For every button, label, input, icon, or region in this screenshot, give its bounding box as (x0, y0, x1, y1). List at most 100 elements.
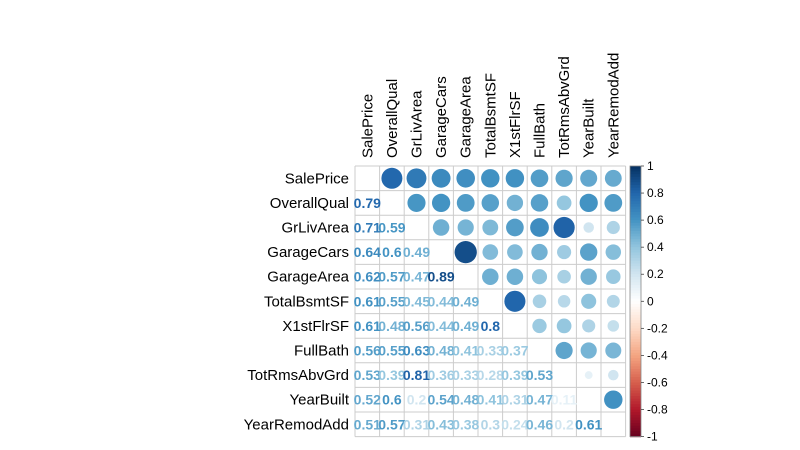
corr-circle-GarageArea-TotalBsmtSF (482, 268, 499, 285)
colorbar-tick-label: -1 (647, 430, 658, 444)
colorbar-segment (630, 404, 641, 408)
corr-circle-OverallQual-TotalBsmtSF (481, 194, 500, 212)
colorbar-segment (630, 368, 641, 373)
corr-circle-OverallQual-GarageArea (456, 193, 475, 212)
row-label-FullBath: FullBath (294, 343, 349, 360)
corr-value-YearRemodAdd-GarageArea: 0.38 (452, 416, 479, 432)
corr-value-FullBath-TotalBsmtSF: 0.33 (477, 343, 504, 359)
colorbar-segment (630, 355, 641, 359)
corr-circle-TotalBsmtSF-X1stFlrSF (504, 290, 526, 312)
colorbar-segment (630, 331, 641, 335)
corr-circle-TotalBsmtSF-YearRemodAdd (606, 294, 620, 308)
colorbar-tick-label: -0.8 (647, 403, 668, 417)
corr-value-GarageArea-GarageCars: 0.89 (427, 269, 454, 285)
corr-value-YearRemodAdd-X1stFlrSF: 0.24 (501, 416, 528, 432)
corr-circle-GarageArea-X1stFlrSF (506, 268, 524, 285)
colorbar-segment (630, 179, 641, 183)
corr-circle-GrLivArea-YearRemodAdd (606, 220, 620, 235)
corr-circle-SalePrice-GarageCars (431, 168, 451, 188)
colorbar-segment (630, 214, 641, 219)
corr-circle-X1stFlrSF-YearBuilt (582, 319, 596, 333)
corr-circle-OverallQual-GarageCars (431, 193, 451, 213)
column-label-GarageArea: GarageArea (458, 76, 475, 158)
colorbar-tick-label: 0.6 (647, 213, 664, 227)
colorbar-segment (630, 276, 641, 281)
row-label-TotRmsAbvGrd: TotRmsAbvGrd (247, 367, 349, 384)
colorbar-segment (630, 206, 641, 210)
corr-circle-TotalBsmtSF-TotRmsAbvGrd (557, 295, 571, 308)
colorbar-segment (630, 271, 641, 275)
row-label-GrLivArea: GrLivArea (281, 220, 349, 237)
colorbar-segment (630, 174, 641, 178)
corr-circle-X1stFlrSF-FullBath (532, 318, 547, 334)
corr-circle-GarageCars-YearBuilt (580, 243, 598, 261)
colorbar-segment (630, 220, 641, 224)
corr-circle-OverallQual-FullBath (530, 194, 549, 212)
colorbar-segment (630, 385, 641, 389)
corr-circle-FullBath-YearBuilt (580, 342, 597, 359)
column-labels: SalePrice OverallQual GrLivArea GarageCars G… (359, 53, 622, 158)
colorbar-segment (630, 382, 641, 386)
corr-circle-OverallQual-GrLivArea (407, 193, 426, 212)
corr-circle-GarageArea-YearRemodAdd (606, 269, 621, 284)
colorbar-segment (630, 209, 641, 213)
colorbar-segment (630, 260, 641, 265)
corr-value-YearRemodAdd-FullBath: 0.46 (526, 416, 553, 432)
colorbar-segment (630, 230, 641, 235)
corr-circle-OverallQual-YearBuilt (579, 193, 598, 213)
corr-circle-TotRmsAbvGrd-YearBuilt (584, 371, 593, 380)
colorbar-segment (630, 287, 641, 292)
colorbar-segment (630, 247, 641, 251)
corr-circle-SalePrice-GrLivArea (406, 168, 427, 189)
corr-circle-GarageCars-FullBath (531, 243, 548, 261)
colorbar-segment (630, 184, 641, 189)
colorbar-segment (630, 212, 641, 216)
colorbar-segment (630, 320, 641, 324)
marks-layer: 0.790.710.590.64 0.6 0.490.620.570.470.890… (354, 167, 623, 432)
corr-value-TotRmsAbvGrd-GrLivArea: 0.81 (403, 367, 430, 383)
colorbar-segment (630, 312, 641, 316)
corr-value-TotalBsmtSF-GarageCars: 0.44 (427, 293, 454, 309)
corr-circle-GarageCars-YearRemodAdd (605, 244, 622, 260)
colorbar-segment (630, 412, 641, 416)
colorbar-segment (630, 241, 641, 246)
colorbar-segment (630, 409, 641, 413)
colorbar-segment (630, 314, 641, 319)
corr-circle-GarageArea-YearBuilt (580, 268, 597, 285)
colorbar-tick-label: 0.2 (647, 267, 664, 281)
corr-circle-X1stFlrSF-YearRemodAdd (607, 320, 620, 332)
colorbar-segment (630, 390, 641, 394)
colorbar-segment (630, 377, 641, 381)
corr-value-YearBuilt-GrLivArea: 0.2 (407, 392, 427, 408)
corr-value-TotRmsAbvGrd-SalePrice: 0.53 (354, 367, 381, 383)
colorbar-segment (630, 396, 641, 400)
colorbar-segment (630, 201, 641, 205)
colorbar-segment (630, 298, 641, 302)
corr-value-GarageCars-GrLivArea: 0.49 (403, 244, 430, 260)
colorbar-tick-label: 0 (647, 294, 654, 308)
colorbar-segment (630, 252, 641, 256)
corr-circle-GarageCars-X1stFlrSF (507, 244, 523, 260)
corr-circle-SalePrice-YearBuilt (580, 169, 598, 187)
corr-value-FullBath-OverallQual: 0.55 (378, 343, 405, 359)
row-label-SalePrice: SalePrice (285, 170, 349, 187)
colorbar-segment (630, 379, 641, 384)
corr-value-YearBuilt-OverallQual: 0.6 (382, 392, 402, 408)
corr-value-FullBath-SalePrice: 0.56 (354, 343, 381, 359)
colorbar-segment (630, 322, 641, 327)
colorbar-segment (630, 228, 641, 232)
corr-circle-TotRmsAbvGrd-YearRemodAdd (608, 369, 619, 381)
colorbar-segment (630, 203, 641, 208)
corr-value-X1stFlrSF-OverallQual: 0.48 (378, 318, 405, 334)
colorbar-segment (630, 168, 641, 173)
corr-circle-GrLivArea-TotRmsAbvGrd (553, 216, 575, 239)
colorbar-segment (630, 309, 641, 313)
corr-value-TotalBsmtSF-GarageArea: 0.49 (452, 293, 479, 309)
colorbar-segment (630, 279, 641, 283)
corr-value-GarageArea-OverallQual: 0.57 (378, 269, 405, 285)
corr-value-TotRmsAbvGrd-GarageCars: 0.36 (427, 367, 454, 383)
corr-circle-GarageArea-FullBath (531, 269, 548, 285)
corr-value-YearRemodAdd-TotRmsAbvGrd: 0.2 (554, 416, 574, 432)
corr-circle-GarageCars-TotalBsmtSF (482, 244, 499, 260)
